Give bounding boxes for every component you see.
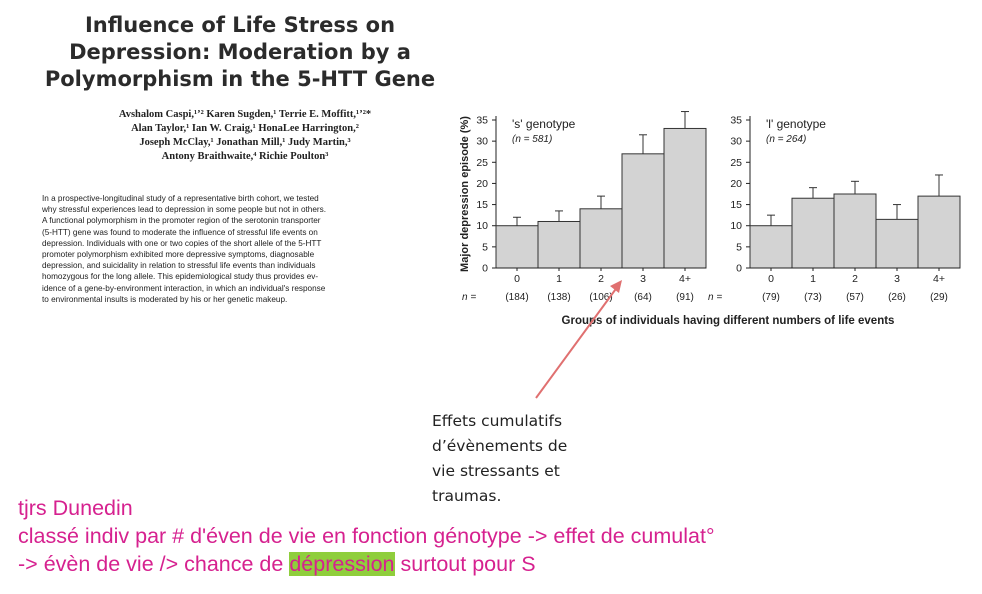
y-tick-label: 25 [730,157,742,169]
panel-label: 's' genotype [512,117,576,131]
x-tick-label: 1 [810,273,816,285]
annotation-line: vie stressants et [432,462,560,480]
x-tick-label: 2 [598,273,604,285]
note-line-2: classé indiv par # d'éven de vie en fonc… [18,524,715,548]
n-prefix: n = [462,292,476,303]
bar [537,220,581,269]
abstract-line: why stressful experiences lead to depres… [42,205,326,215]
panel-n: (n = 581) [512,134,552,145]
paper-title-line: Depression: Moderation by a [69,40,411,64]
x-tick-label: 0 [768,273,774,285]
paper-authors: Avshalom Caspi,¹ʼ² Karen Sugden,¹ Terrie… [60,108,430,164]
bar [579,208,623,269]
x-tick-label: 3 [894,273,900,285]
y-tick-label: 15 [730,199,742,211]
annotation-line: d’évènements de [432,437,568,455]
bar [791,197,835,269]
x-axis-label: Groups of individuals having different n… [562,315,895,327]
abstract-line: idence of a gene-by-environment interact… [42,283,326,293]
y-tick-label: 20 [730,178,742,190]
abstract-line: In a prospective-longitudinal study of a… [42,194,319,203]
note-line-3-end: surtout pour S [394,552,536,576]
abstract-line: A functional polymorphism in the promote… [42,216,321,226]
bar [833,193,877,269]
n-label: (57) [846,292,864,303]
author-line: Antony Braithwaite,⁴ Richie Poulton³ [161,151,329,162]
n-label: (106) [589,292,612,303]
y-tick-label: 10 [476,220,488,232]
x-tick-label: 2 [852,273,858,285]
bar [495,225,539,269]
author-line: Alan Taylor,¹ Ian W. Craig,¹ HonaLee Har… [131,123,359,134]
annotation-line: traumas. [432,487,502,505]
highlighted-word: dépression [289,552,395,576]
y-tick-label: 25 [476,157,488,169]
note-line-1: tjrs Dunedin [18,496,133,520]
n-label: (64) [634,292,652,303]
x-tick-label: 3 [640,273,646,285]
depression-bar-charts: 051015202530350(184)1(138)2(106)3(64)4+(… [459,111,961,399]
x-tick-label: 1 [556,273,562,285]
note-line-3-start: -> évèn de vie /> chance de [18,552,290,576]
y-tick-label: 35 [730,115,742,127]
bar [917,195,961,269]
bar [749,225,793,269]
paper-title-line: Influence of Life Stress on [84,13,396,37]
y-tick-label: 10 [730,220,742,232]
panel-label: 'l' genotype [766,117,826,131]
bar [663,127,707,269]
paper-abstract: In a prospective-longitudinal study of a… [42,193,430,305]
y-tick-label: 15 [476,199,488,211]
abstract-line: promoter polymorphism exhibited more dep… [42,250,315,260]
bar [621,153,665,269]
handwritten-notes: tjrs Dunedin classé indiv par # d'éven d… [18,494,968,578]
y-tick-label: 35 [476,115,488,127]
n-label: (29) [930,292,948,303]
y-tick-label: 5 [482,241,488,253]
paper-title-line: Polymorphism in the 5-HTT Gene [44,67,436,91]
abstract-line: (5-HTT) gene was found to moderate the i… [42,227,318,237]
x-tick-label: 0 [514,273,520,285]
n-label: (26) [888,292,906,303]
panel-n: (n = 264) [766,134,806,145]
annotation-line: Effets cumulatifs [432,412,563,430]
y-tick-label: 30 [730,136,742,148]
note-line-3: -> évèn de vie /> chance de dépression s… [18,550,968,578]
y-tick-label: 5 [736,241,742,253]
n-label: (79) [762,292,780,303]
bar [875,218,919,269]
annotation-text: Effets cumulatifs d’évènements de vie st… [432,409,642,509]
n-label: (73) [804,292,822,303]
abstract-line: homozygous for the long allele. This epi… [42,272,319,282]
y-tick-label: 30 [476,136,488,148]
x-tick-label: 4+ [933,273,945,285]
abstract-line: depression, and suicidality in relation … [42,261,316,271]
abstract-line: to environmental insults is moderated by… [42,294,288,304]
n-label: (184) [505,292,528,303]
n-label: (138) [547,292,570,303]
annotation-arrow [535,285,619,399]
n-label: (91) [676,292,694,303]
abstract-line: depression. Individuals with one or two … [42,238,322,248]
x-tick-label: 4+ [679,273,691,285]
y-tick-label: 0 [482,263,488,275]
annotation-arrow-head [610,280,622,293]
y-axis-label: Major depression episode (%) [459,116,471,272]
y-tick-label: 20 [476,178,488,190]
n-prefix: n = [708,292,722,303]
author-line: Avshalom Caspi,¹ʼ² Karen Sugden,¹ Terrie… [118,109,372,120]
y-tick-label: 0 [736,263,742,275]
author-line: Joseph McClay,¹ Jonathan Mill,¹ Judy Mar… [139,137,351,148]
paper-title: Influence of Life Stress on Depression: … [30,12,450,93]
